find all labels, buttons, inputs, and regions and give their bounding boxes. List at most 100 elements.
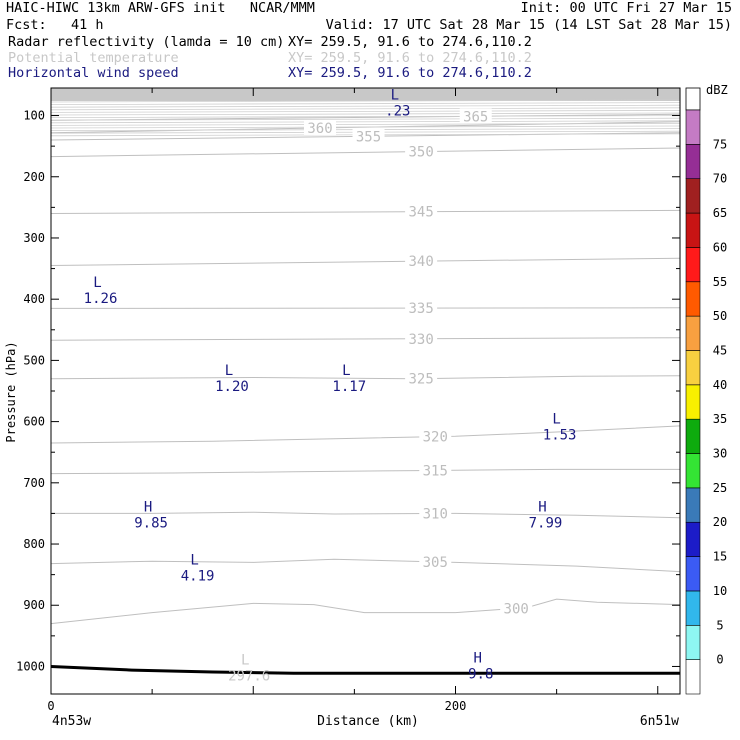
field-2-xy: XY= 259.5, 91.6 to 274.6,110.2 (288, 50, 532, 66)
x-tick-label: 200 (445, 699, 467, 713)
colorbar-swatch (685, 384, 701, 420)
colorbar-label: 10 (713, 584, 727, 598)
wind-extremum-type: H (538, 499, 546, 515)
x-start-label: 4n53w (52, 714, 91, 729)
colorbar-label: 60 (713, 240, 727, 254)
theta-label-bg (419, 505, 452, 521)
colorbar-label: 0 (716, 653, 723, 667)
wind-extremum-type: H (474, 650, 482, 666)
theta-label-bg (303, 119, 336, 135)
top-band-line (50, 104, 681, 108)
wind-extremum-value: 1.17 (332, 379, 366, 395)
theta-label-320: 320 (423, 430, 448, 446)
theta-contour-350 (50, 147, 681, 158)
theta-label-350: 350 (408, 145, 433, 161)
theta-contour-365 (50, 113, 681, 121)
theta-label-315: 315 (423, 463, 448, 479)
wind-extremum-value: 1.20 (215, 379, 249, 395)
colorbar-label: 20 (713, 515, 727, 529)
wind-extremum-value: 9.85 (134, 515, 168, 531)
y-tick-label: 700 (23, 476, 45, 490)
theta-contour-340 (50, 257, 681, 266)
wind-extremum-value: 1.26 (84, 291, 118, 307)
forecast-hour: Fcst: 41 h (6, 17, 104, 33)
colorbar-swatch (685, 624, 701, 660)
colorbar-label: 70 (713, 172, 727, 186)
colorbar-swatch (685, 212, 701, 248)
colorbar-swatch (685, 521, 701, 557)
theta-label-330: 330 (408, 332, 433, 348)
theta-label-bg (419, 462, 452, 478)
colorbar-label: 50 (713, 309, 727, 323)
wind-extremum-type: L (93, 275, 101, 291)
theta-label-345: 345 (408, 205, 433, 221)
theta-label-bg (419, 428, 452, 444)
theta-label-bg (405, 143, 438, 159)
plot-title: HAIC-HIWC 13km ARW-GFS init NCAR/MMM (6, 0, 315, 16)
theta-contour-310 (51, 511, 681, 519)
y-tick-label: 400 (23, 292, 45, 306)
colorbar-swatch (685, 659, 701, 695)
colorbar-swatch (685, 487, 701, 523)
y-tick-label: 100 (23, 109, 45, 123)
theta-label-310: 310 (423, 507, 448, 523)
top-band-line (50, 123, 681, 126)
colorbar-label: 35 (713, 412, 727, 426)
x-tick-label: 0 (47, 699, 54, 713)
wind-extremum-type: L (190, 553, 198, 569)
wind-extremum-type: L (225, 363, 233, 379)
top-band-line (50, 102, 681, 105)
wind-extrema: L.23L1.26L1.20L1.17L1.53H9.85H7.99L4.19H… (84, 87, 577, 682)
colorbar-label: 5 (716, 618, 723, 632)
theta-label-bg (500, 600, 533, 616)
theta-label-355: 355 (356, 129, 381, 145)
theta-label-bg (405, 370, 438, 386)
colorbar-cap (685, 87, 701, 111)
wind-extremum-type: L (342, 363, 350, 379)
colorbar-swatch (685, 556, 701, 592)
wind-extremum-value: 9.8 (468, 666, 493, 682)
theta-label-340: 340 (408, 254, 433, 270)
field-1-xy: XY= 259.5, 91.6 to 274.6,110.2 (288, 34, 532, 50)
theta-label-bg (405, 300, 438, 316)
wind-extremum-value: 4.19 (181, 569, 215, 585)
theta-label-360: 360 (307, 121, 332, 137)
top-band-line (50, 125, 681, 129)
top-shading-band (51, 88, 680, 101)
valid-time: Valid: 17 UTC Sat 28 Mar 15 (14 LST Sat … (325, 17, 732, 33)
wind-extremum-type: H (144, 499, 152, 515)
wind-extremum-value: 1.53 (543, 428, 577, 444)
theta-label-365: 365 (463, 109, 488, 125)
theta-contour-345 (50, 209, 681, 214)
terrain-surface-line (50, 665, 680, 675)
y-tick-label: 800 (23, 537, 45, 551)
theta-contour-300 (50, 598, 681, 625)
theta-label-305: 305 (423, 555, 448, 571)
colorbar-swatch (685, 247, 701, 283)
colorbar-swatch (685, 281, 701, 317)
theta-label-bg (405, 203, 438, 219)
theta-label-335: 335 (408, 301, 433, 317)
top-band-line (50, 112, 681, 116)
plot-axes: 100 200 300 400 500 600 700 800 900 1000 0 200 (16, 87, 681, 713)
wind-extremum-type: L (552, 412, 560, 428)
theta-label-bg (419, 553, 452, 569)
top-shading (50, 88, 681, 137)
theta-contour-320 (50, 425, 681, 444)
wind-extremum-value: .23 (385, 103, 410, 119)
theta-contour-305 (50, 558, 681, 573)
field-3-xy: XY= 259.5, 91.6 to 274.6,110.2 (288, 65, 532, 81)
theta-label-bg (405, 253, 438, 269)
field-2-name: Potential temperature (8, 50, 179, 66)
wind-extremum-value: 7.99 (529, 515, 563, 531)
colorbar-swatch (685, 315, 701, 351)
theta-label-bg (405, 330, 438, 346)
theta-extremum-type: L (241, 652, 249, 668)
colorbar-label: 75 (713, 137, 727, 151)
colorbar-swatch (685, 109, 701, 145)
theta-label-bg (352, 128, 385, 144)
top-band-line (50, 107, 681, 111)
theta-extremum-value: 297.6 (228, 668, 270, 684)
top-band-line (50, 117, 681, 121)
